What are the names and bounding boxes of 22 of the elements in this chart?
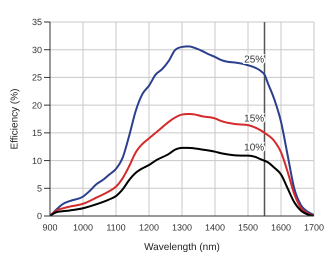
x-axis-title: Wavelength (nm) (144, 242, 220, 253)
y-tick-label: 10 (32, 156, 42, 166)
series-label: 10% (244, 142, 264, 154)
x-tick-label: 1000 (72, 222, 94, 232)
y-tick-label: 0 (36, 211, 42, 222)
series-label: 25% (244, 54, 264, 66)
y-tick-label: 35 (32, 17, 42, 28)
x-tick-label: 1200 (138, 222, 160, 232)
x-tick-label: 1500 (238, 222, 258, 232)
series-label: 15% (244, 114, 264, 125)
y-tick-label: 25 (32, 72, 42, 83)
x-tick-label: 1400 (204, 222, 226, 232)
y-tick-label: 30 (32, 44, 42, 55)
x-tick-label: 1600 (270, 222, 292, 232)
x-tick-label: 1300 (172, 222, 192, 232)
y-tick-label: 20 (32, 100, 42, 110)
x-tick-label: 1100 (106, 222, 126, 232)
y-tick-label: 5 (36, 183, 42, 194)
x-tick-label: 900 (42, 222, 58, 232)
x-tick-label: 1700 (304, 222, 324, 232)
y-tick-label: 15 (32, 128, 42, 138)
y-axis-title: Efficiency (%) (10, 88, 21, 150)
